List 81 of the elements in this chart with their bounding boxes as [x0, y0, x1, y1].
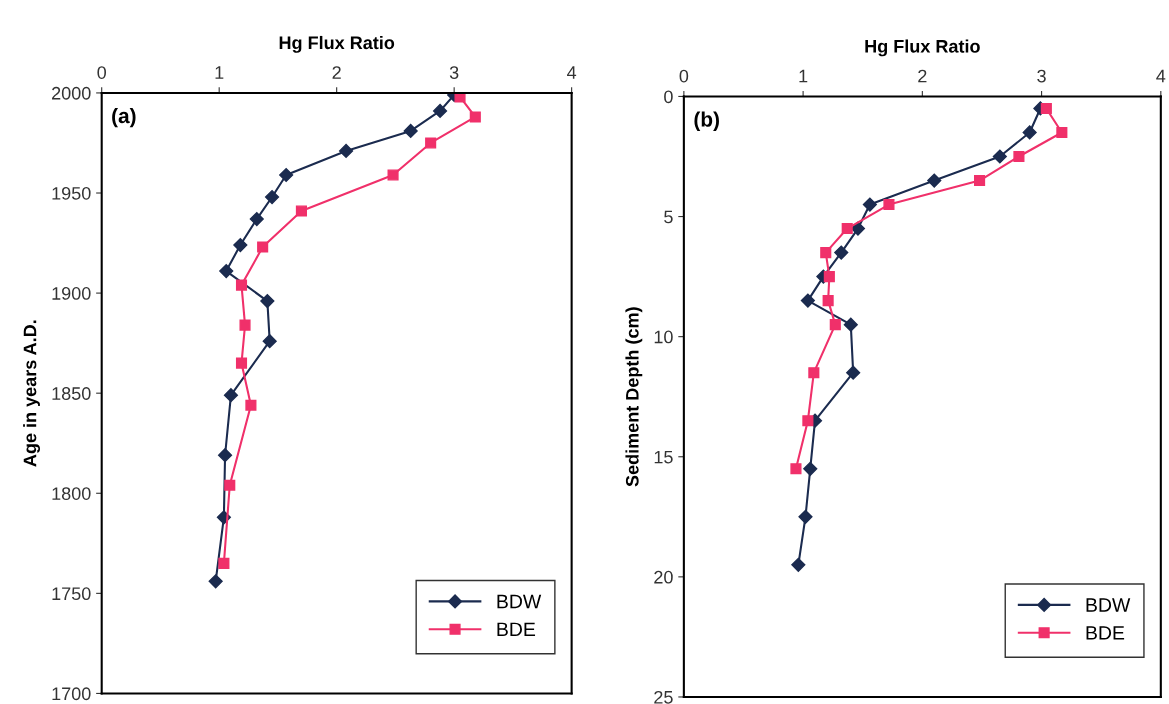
- x-axis-title: Hg Flux Ratio: [279, 35, 395, 53]
- point: [808, 367, 820, 379]
- point: [841, 223, 853, 235]
- y-tick-label: 25: [654, 690, 673, 704]
- x-tick-label: 1: [799, 69, 808, 83]
- point: [224, 479, 236, 491]
- point: [217, 448, 233, 463]
- y-tick-label: 1700: [52, 687, 91, 701]
- x-tick-label: 1: [215, 66, 224, 79]
- point: [469, 111, 481, 123]
- y-tick-label: 0: [664, 90, 673, 104]
- y-tick-label: 10: [654, 330, 673, 344]
- point: [387, 169, 399, 181]
- point: [432, 103, 448, 119]
- point: [249, 211, 264, 227]
- point: [798, 509, 813, 524]
- y-tick-label: 1950: [52, 186, 91, 200]
- point: [257, 241, 269, 253]
- point: [834, 245, 849, 260]
- point: [803, 461, 818, 476]
- point: [800, 293, 815, 308]
- x-tick-label: 4: [567, 66, 577, 79]
- point: [791, 557, 806, 572]
- x-axis-title: Hg Flux Ratio: [865, 39, 980, 57]
- point: [260, 294, 275, 309]
- point: [1022, 125, 1037, 140]
- x-tick-label: 3: [449, 66, 459, 79]
- point: [1040, 102, 1052, 115]
- point: [883, 198, 895, 211]
- point: [262, 334, 277, 349]
- y-tick-label: 1750: [52, 587, 91, 601]
- point: [992, 149, 1007, 164]
- point: [927, 173, 942, 188]
- point: [425, 137, 437, 149]
- point: [843, 317, 858, 332]
- point: [235, 279, 248, 291]
- annotation: (a): [112, 107, 136, 128]
- legend-label: BDW: [497, 594, 542, 609]
- point: [1056, 126, 1068, 139]
- legend-label: BDE: [497, 622, 536, 637]
- point: [862, 197, 877, 212]
- point: [820, 247, 832, 259]
- annotation: (b): [694, 111, 719, 131]
- point: [235, 357, 248, 369]
- point: [208, 574, 223, 589]
- point: [1013, 150, 1025, 163]
- y-tick-label: 1850: [52, 387, 91, 400]
- x-tick-label: 3: [1037, 69, 1046, 83]
- x-tick-label: 2: [918, 69, 927, 83]
- point: [245, 399, 257, 411]
- point: [846, 365, 861, 380]
- x-tick-label: 0: [679, 69, 689, 83]
- point: [219, 264, 234, 279]
- point: [790, 463, 802, 475]
- y-tick-label: 15: [654, 450, 673, 464]
- x-tick-label: 4: [1156, 69, 1166, 83]
- y-axis-title: Sediment Depth (cm): [625, 307, 643, 487]
- point: [822, 295, 834, 307]
- y-axis-title: Age in years A.D.: [23, 320, 41, 467]
- point: [218, 557, 230, 569]
- point: [239, 319, 251, 331]
- point: [264, 189, 280, 205]
- x-tick-label: 0: [97, 66, 107, 79]
- point: [233, 237, 248, 253]
- legend-label: BDW: [1086, 598, 1131, 612]
- point: [829, 319, 841, 331]
- y-tick-label: 5: [664, 210, 673, 224]
- point: [823, 271, 835, 283]
- point: [295, 205, 307, 217]
- point: [802, 415, 814, 427]
- point: [279, 167, 294, 183]
- point: [403, 123, 418, 139]
- y-tick-label: 20: [654, 570, 673, 584]
- point: [974, 174, 986, 187]
- y-tick-label: 2000: [52, 86, 91, 100]
- y-tick-label: 1900: [52, 287, 91, 300]
- point: [223, 388, 239, 403]
- y-tick-label: 1800: [52, 487, 91, 500]
- legend-label: BDE: [1086, 626, 1125, 640]
- x-tick-label: 2: [332, 66, 341, 79]
- point: [338, 143, 354, 159]
